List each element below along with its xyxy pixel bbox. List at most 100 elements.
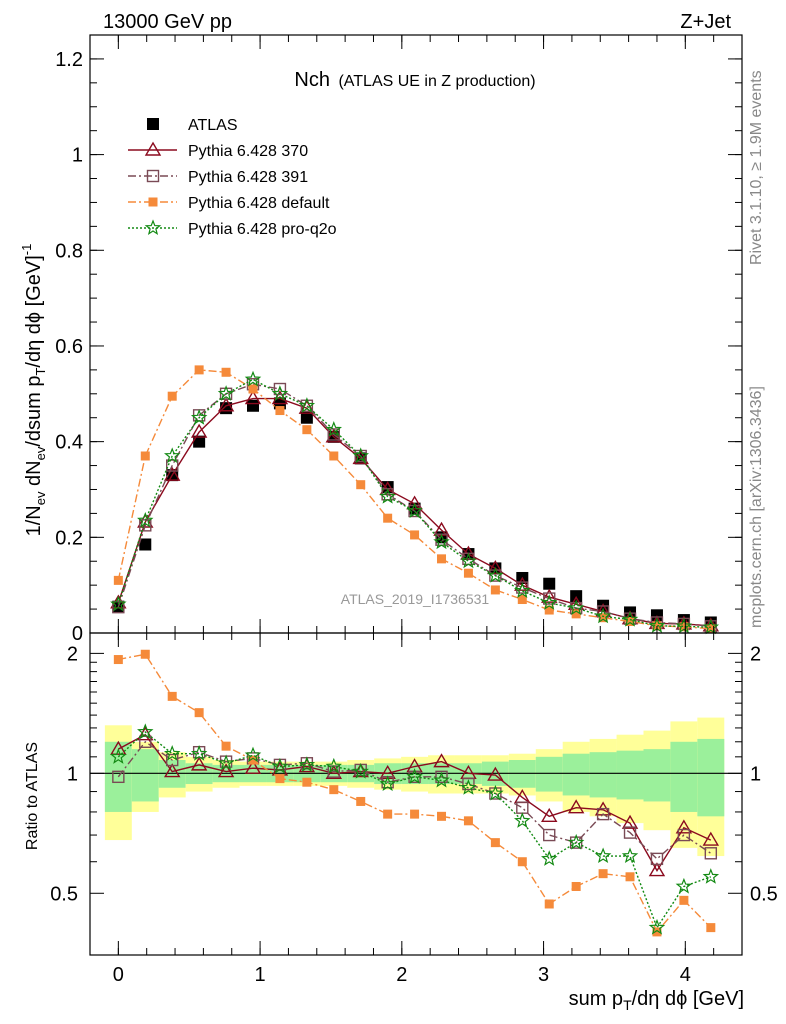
plot-title-sub: (ATLAS UE in Z production) (338, 73, 535, 90)
legend-entry-2: Pythia 6.428 391 (128, 169, 308, 186)
main-point-4-5 (244, 370, 262, 387)
main-series-3 (113, 365, 716, 634)
main-point-3-11 (410, 530, 420, 540)
main-point-4-7 (298, 397, 316, 413)
ratio-point-3-8 (325, 757, 342, 774)
ratio-point-2-4 (221, 741, 231, 751)
ratio-point-3-5 (244, 746, 262, 763)
ratio-point-3-21 (675, 877, 693, 894)
x-axis-label: sum pT/dη dϕ [GeV] (569, 988, 744, 1013)
main-point-2-0 (112, 600, 125, 614)
ratio-ytick-label-2: 2 (67, 643, 78, 665)
ratio-ytick-label-r-0: 0.5 (750, 883, 778, 905)
main-point-4-9 (352, 447, 370, 464)
plot-title-main: Nch (294, 69, 330, 91)
main-point-1-3 (190, 423, 208, 438)
ratio-point-3-4 (217, 754, 235, 771)
main-point-3-22 (706, 624, 716, 634)
ratio-xtick-label-3: 3 (538, 964, 549, 986)
main-point-3-15 (517, 595, 527, 605)
ratio-point-3-9 (352, 762, 370, 779)
main-point-0-10 (381, 481, 394, 494)
main-point-3-3 (194, 365, 204, 375)
ratio-point-3-0 (110, 748, 127, 764)
ratio-point-3-19 (621, 847, 639, 864)
ratio-point-2-21 (679, 895, 689, 905)
main-point-4-6 (271, 385, 289, 401)
ratio-point-3-22 (702, 868, 720, 884)
ratio-point-0-2 (163, 763, 181, 778)
ratio-panel: 0.5 0.5 1 1 2 2 0 1 2 3 4 (50, 632, 778, 986)
ratio-point-2-14 (490, 838, 500, 848)
main-ytick-label-2: 0.4 (55, 432, 83, 454)
ratio-point-2-7 (302, 777, 312, 787)
legend-marker-0 (147, 118, 159, 130)
main-point-4-2 (163, 447, 181, 464)
ratio-xtick-label-0: 0 (113, 964, 124, 986)
ratio-point-2-10 (383, 809, 393, 819)
main-ytick-label-4: 0.8 (55, 240, 83, 262)
main-point-2-8 (327, 428, 340, 441)
ratio-point-3-16 (541, 850, 558, 866)
main-point-2-2 (166, 459, 179, 472)
legend-entry-3: Pythia 6.428 default (128, 195, 330, 212)
ratio-series-3 (110, 723, 720, 935)
ratio-xtick-label-4: 4 (680, 964, 691, 986)
legend-label-3: Pythia 6.428 default (188, 195, 330, 212)
ratio-point-3-15 (513, 812, 531, 828)
main-point-1-4 (217, 397, 235, 412)
process-label: Z+Jet (680, 11, 731, 33)
main-point-4-21 (675, 617, 693, 634)
main-point-1-5 (244, 390, 262, 405)
ratio-point-1-12 (435, 770, 448, 784)
band-inner-18 (589, 752, 617, 798)
ratio-point-1-18 (596, 807, 610, 821)
ratio-xtick-label-2: 2 (396, 964, 407, 986)
main-point-1-16 (541, 588, 558, 603)
legend: ATLAS Pythia 6.428 370 Pythia 6.428 391 Pyt… (128, 117, 337, 238)
main-point-4-11 (406, 502, 423, 519)
ratio-point-1-1 (139, 735, 152, 748)
energy-label: 13000 GeV pp (103, 11, 232, 33)
main-point-2-6 (273, 382, 287, 396)
main-point-4-19 (621, 610, 639, 627)
legend-entry-1: Pythia 6.428 370 (128, 141, 308, 160)
ratio-point-2-15 (517, 857, 527, 867)
ratio-point-2-11 (410, 809, 420, 819)
main-point-3-6 (275, 406, 285, 416)
main-point-4-1 (137, 511, 154, 528)
main-ytick-label-3: 0.6 (55, 336, 83, 358)
ratio-point-3-11 (406, 768, 423, 784)
main-point-3-21 (679, 622, 689, 632)
main-point-3-14 (490, 585, 500, 595)
ratio-point-0-19 (621, 814, 639, 829)
main-point-0-4 (220, 402, 233, 415)
legend-label-2: Pythia 6.428 391 (188, 169, 308, 186)
ratio-point-2-17 (571, 881, 581, 891)
main-point-4-14 (487, 566, 504, 583)
main-point-3-20 (652, 621, 662, 631)
main-line-4 (117, 378, 711, 628)
watermark: ATLAS_2019_I1736531 (341, 591, 490, 607)
ratio-point-0-20 (648, 862, 666, 877)
main-point-3-12 (437, 554, 447, 564)
ratio-point-0-21 (675, 819, 693, 834)
ratio-ytick-label-1: 1 (67, 763, 78, 785)
band-inner-1 (131, 749, 159, 802)
ratio-point-2-13 (463, 816, 473, 826)
main-point-3-2 (167, 391, 177, 401)
ratio-point-3-3 (190, 745, 208, 761)
ratio-point-3-10 (379, 775, 396, 792)
main-point-1-11 (406, 495, 423, 510)
band-inner-0 (104, 741, 132, 812)
main-point-4-0 (110, 595, 127, 612)
ratio-point-0-17 (567, 799, 585, 814)
main-point-3-19 (625, 617, 635, 627)
ratio-point-1-0 (112, 770, 125, 784)
band-inner-19 (616, 750, 644, 800)
ratio-point-3-18 (594, 847, 612, 864)
main-point-0-7 (300, 411, 313, 424)
ratio-point-2-6 (275, 774, 285, 784)
main-ytick-label-1: 0.2 (55, 527, 83, 549)
